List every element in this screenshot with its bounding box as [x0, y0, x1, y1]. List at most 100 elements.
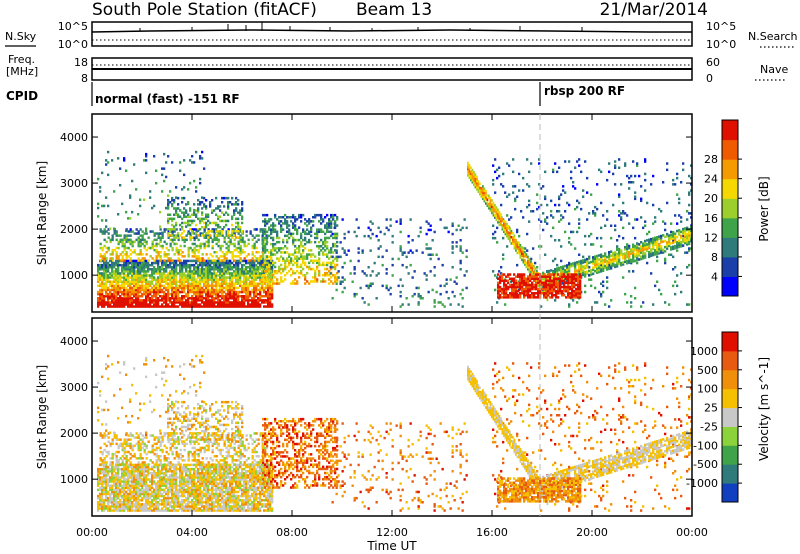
- power-cell: [511, 279, 514, 282]
- power-cell: [274, 213, 277, 217]
- power-cell: [119, 276, 122, 279]
- power-cell: [119, 167, 122, 170]
- power-cell: [179, 297, 182, 300]
- power-cell: [201, 270, 204, 273]
- power-cell: [427, 253, 430, 256]
- power-cell: [235, 203, 238, 206]
- power-cell: [535, 275, 538, 278]
- power-cell: [133, 268, 136, 271]
- power-cell: [461, 251, 464, 254]
- power-cell: [227, 263, 230, 267]
- power-cell: [648, 230, 651, 234]
- power-cell: [109, 238, 112, 242]
- power-cell: [121, 242, 124, 246]
- power-cell: [664, 228, 667, 232]
- power-cell: [125, 261, 128, 265]
- power-cell: [123, 270, 126, 273]
- power-cell: [507, 279, 510, 282]
- power-cell: [183, 278, 186, 281]
- power-cell: [668, 253, 671, 256]
- power-cell: [634, 195, 637, 198]
- power-cell: [391, 241, 394, 244]
- power-cell: [221, 201, 224, 204]
- power-cell: [328, 257, 331, 260]
- power-cell: [521, 252, 523, 255]
- power-cell: [253, 244, 256, 248]
- power-cell: [137, 290, 140, 294]
- power-cell: [185, 215, 188, 218]
- power-cell: [624, 260, 627, 263]
- power-cell: [211, 244, 214, 248]
- power-cell: [139, 295, 142, 298]
- power-cell: [529, 287, 532, 291]
- power-cell: [197, 248, 200, 252]
- power-cell: [131, 263, 134, 267]
- power-cell: [131, 179, 134, 183]
- power-cell: [143, 261, 146, 265]
- power-cell: [171, 234, 174, 237]
- power-cell: [586, 191, 589, 194]
- power-cell: [314, 232, 317, 236]
- power-cell: [225, 286, 228, 290]
- power-cell: [634, 174, 637, 178]
- power-cell: [600, 170, 603, 174]
- power-cell: [568, 271, 571, 275]
- power-cell: [159, 236, 162, 239]
- power-cell: [652, 174, 655, 178]
- power-cell: [257, 282, 260, 285]
- power-cell: [328, 230, 331, 233]
- power-cell: [239, 228, 242, 231]
- power-cell: [642, 301, 645, 304]
- power-cell: [151, 295, 154, 298]
- power-cell: [582, 255, 585, 259]
- power-cell: [284, 218, 287, 221]
- power-cell: [217, 284, 220, 288]
- power-cell: [127, 274, 130, 277]
- power-cell: [310, 267, 313, 271]
- power-cell: [249, 290, 252, 294]
- power-cell: [169, 213, 172, 216]
- power-cell: [125, 210, 128, 214]
- power-cell: [161, 259, 164, 263]
- power-cell: [251, 253, 254, 256]
- power-cell: [336, 259, 339, 262]
- power-cell: [225, 230, 228, 233]
- power-cell: [566, 264, 569, 267]
- power-cell: [330, 280, 333, 283]
- power-cell: [594, 205, 597, 209]
- power-cell: [668, 234, 671, 237]
- power-cell: [163, 268, 166, 271]
- power-cell: [318, 220, 321, 223]
- power-cell: [262, 240, 265, 244]
- power-cell: [175, 280, 178, 283]
- power-cell: [499, 277, 502, 280]
- power-cell: [199, 303, 202, 306]
- power-cell: [570, 170, 573, 174]
- power-cell: [189, 234, 192, 237]
- power-cell: [199, 257, 202, 260]
- power-cell: [169, 217, 172, 221]
- power-cell: [473, 177, 475, 180]
- power-cell: [239, 270, 242, 273]
- power-cell: [265, 242, 268, 246]
- power-cell: [640, 185, 643, 188]
- power-cell: [103, 255, 106, 258]
- power-cell: [103, 257, 106, 260]
- power-cell: [525, 261, 528, 264]
- power-cell: [219, 263, 222, 267]
- power-cell: [264, 232, 267, 236]
- power-cell: [494, 170, 497, 174]
- power-cell: [219, 244, 222, 248]
- power-cell: [233, 292, 236, 296]
- power-cell: [155, 295, 158, 298]
- power-cell: [320, 263, 323, 267]
- power-cell: [511, 283, 514, 287]
- power-cell: [318, 261, 321, 265]
- power-cell: [640, 216, 643, 219]
- power-cell: [179, 234, 182, 237]
- power-cell: [558, 195, 561, 198]
- power-cell: [269, 288, 272, 292]
- power-cell: [123, 272, 126, 275]
- power-cell: [644, 239, 647, 243]
- power-cell: [241, 201, 244, 204]
